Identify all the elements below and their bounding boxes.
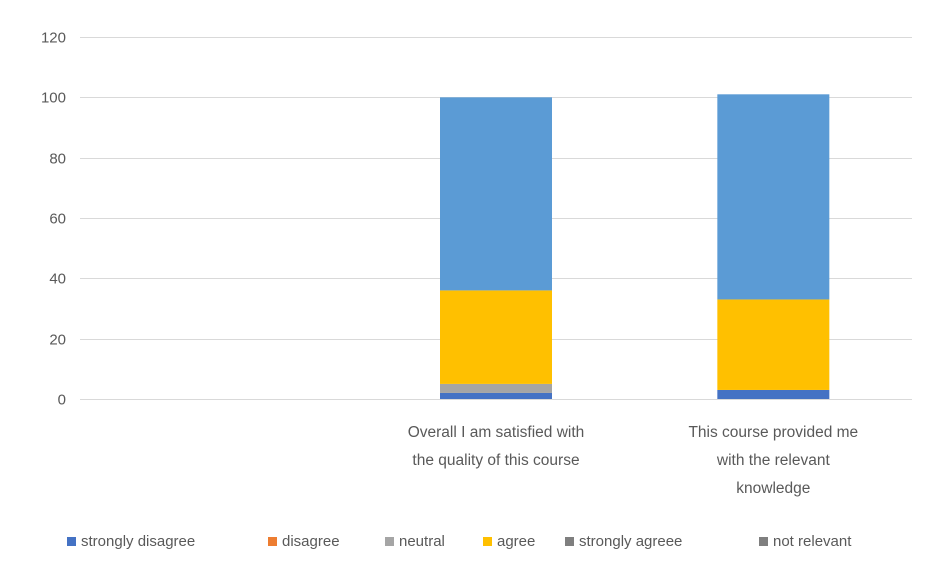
bar-segment-strongly-disagree xyxy=(717,389,830,399)
x-category-label: knowledge xyxy=(736,480,810,497)
y-tick-label: 40 xyxy=(49,271,66,288)
y-axis-ticks: 0 20 40 60 80 100 120 xyxy=(41,30,66,409)
bar-segment-agree xyxy=(717,299,830,390)
bar-segment-strongly-agreee xyxy=(717,94,830,300)
legend-marker xyxy=(565,537,574,546)
bar-segment-neutral xyxy=(440,383,552,393)
legend-label: neutral xyxy=(399,533,445,550)
x-axis-labels: Overall I am satisfied with the quality o… xyxy=(408,424,858,497)
x-category-label: with the relevant xyxy=(716,452,831,469)
bar-segment-strongly-disagree xyxy=(440,392,552,399)
x-category-label: This course provided me xyxy=(688,424,858,441)
x-category-label: Overall I am satisfied with xyxy=(408,424,585,441)
y-tick-label: 20 xyxy=(49,332,66,349)
y-tick-label: 120 xyxy=(41,30,66,47)
legend-marker xyxy=(759,537,768,546)
y-tick-label: 80 xyxy=(49,151,66,168)
legend-label: disagree xyxy=(282,533,340,550)
legend-marker xyxy=(268,537,277,546)
legend: strongly disagree disagree neutral agree str… xyxy=(67,533,852,550)
legend-label: strongly agreee xyxy=(579,533,682,550)
legend-marker xyxy=(385,537,394,546)
bars xyxy=(440,94,830,399)
x-category-label: the quality of this course xyxy=(412,452,579,469)
y-tick-label: 0 xyxy=(58,392,66,409)
legend-label: not relevant xyxy=(773,533,852,550)
bar-segment-strongly-agreee xyxy=(440,97,552,291)
legend-marker xyxy=(67,537,76,546)
bar-segment-agree xyxy=(440,290,552,384)
legend-marker xyxy=(483,537,492,546)
legend-label: agree xyxy=(497,533,535,550)
y-tick-label: 60 xyxy=(49,211,66,228)
y-tick-label: 100 xyxy=(41,90,66,107)
legend-label: strongly disagree xyxy=(81,533,195,550)
